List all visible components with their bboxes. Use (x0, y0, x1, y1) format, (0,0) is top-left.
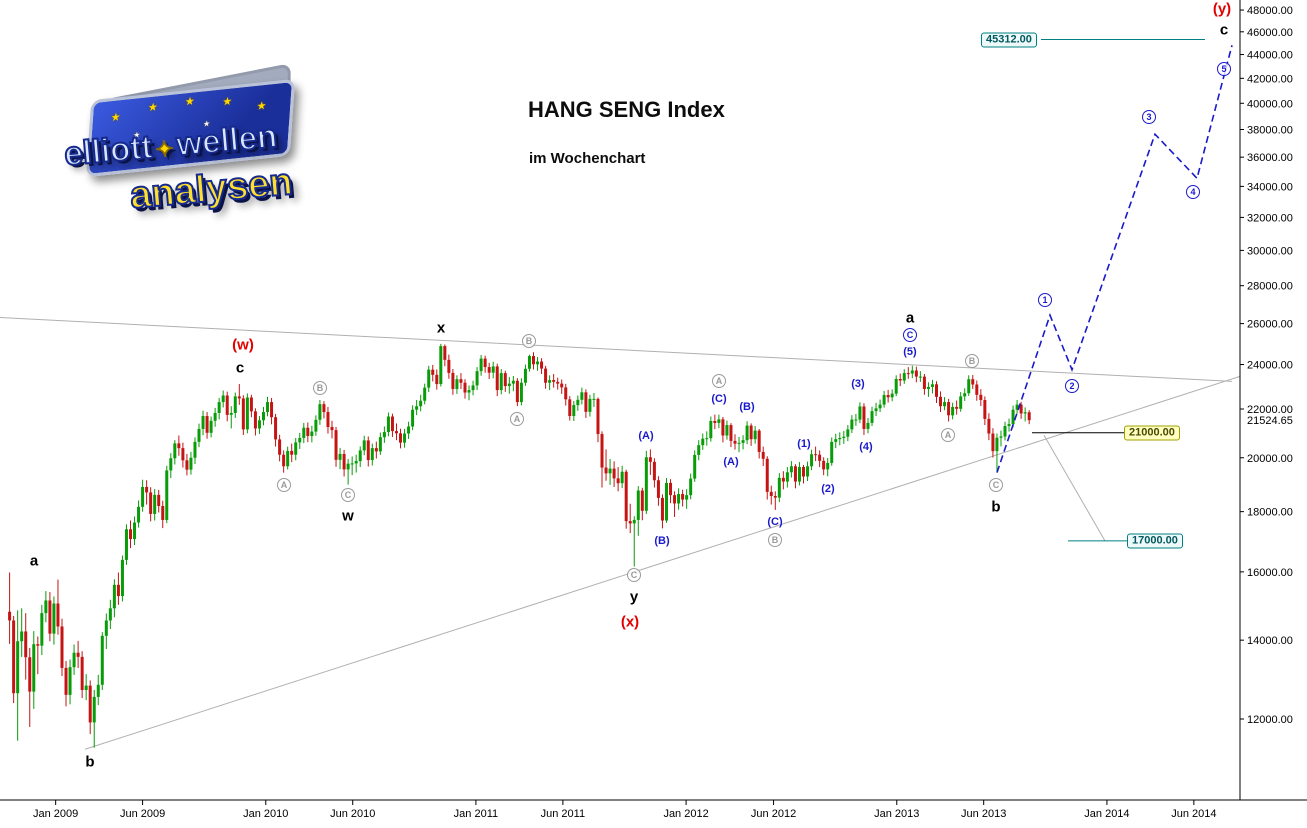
svg-text:Jun 2014: Jun 2014 (1171, 808, 1216, 820)
svg-text:34000.00: 34000.00 (1247, 181, 1293, 193)
svg-text:42000.00: 42000.00 (1247, 73, 1293, 85)
svg-text:12000.00: 12000.00 (1247, 714, 1293, 726)
svg-text:40000.00: 40000.00 (1247, 98, 1293, 110)
current-price-label: 21524.65 (1247, 415, 1293, 427)
star-icon: ★ (110, 111, 121, 125)
svg-text:Jan 2009: Jan 2009 (33, 808, 78, 820)
svg-text:22000.00: 22000.00 (1247, 404, 1293, 416)
svg-text:Jan 2014: Jan 2014 (1084, 808, 1129, 820)
chart-subtitle: im Wochenchart (529, 150, 646, 167)
price-level-box-21000[interactable]: 21000.00 (1124, 425, 1180, 441)
svg-text:18000.00: 18000.00 (1247, 507, 1293, 519)
trendlines[interactable] (0, 317, 1241, 750)
price-target-box-45312[interactable]: 45312.00 (981, 32, 1037, 47)
svg-text:32000.00: 32000.00 (1247, 212, 1293, 224)
price-level-lines[interactable] (1032, 39, 1205, 542)
logo: ★ ★ ★ ★ ★ ★ ★ elliott✦wellen analysen (58, 63, 358, 229)
price-level-box-17000[interactable]: 17000.00 (1127, 533, 1183, 549)
svg-text:44000.00: 44000.00 (1247, 50, 1293, 62)
svg-text:Jun 2012: Jun 2012 (751, 808, 796, 820)
x-axis[interactable]: Jan 2009 Jun 2009 Jan 2010 Jun 2010 Jan 2011… (33, 800, 1216, 820)
star-icon: ★ (147, 101, 159, 115)
candles-layer (8, 343, 1031, 748)
svg-text:36000.00: 36000.00 (1247, 152, 1293, 164)
star-icon: ★ (184, 95, 196, 109)
projection-path[interactable] (996, 45, 1233, 473)
star-icon: ★ (221, 95, 233, 109)
svg-text:Jun 2009: Jun 2009 (120, 808, 165, 820)
svg-text:Jan 2012: Jan 2012 (663, 808, 708, 820)
svg-text:Jan 2011: Jan 2011 (454, 808, 498, 820)
svg-text:48000.00: 48000.00 (1247, 5, 1293, 17)
svg-text:46000.00: 46000.00 (1247, 27, 1293, 39)
svg-text:30000.00: 30000.00 (1247, 245, 1293, 257)
svg-text:16000.00: 16000.00 (1247, 567, 1293, 579)
svg-text:Jun 2013: Jun 2013 (961, 808, 1006, 820)
svg-text:Jan 2010: Jan 2010 (243, 808, 288, 820)
chart-title: HANG SENG Index (528, 97, 725, 122)
logo-star-icon: ✦ (154, 135, 176, 163)
y-axis[interactable]: 48000.00 46000.00 44000.00 42000.00 40000.00… (1240, 5, 1293, 726)
svg-text:Jun 2011: Jun 2011 (541, 808, 585, 820)
logo-word2: wellen (174, 116, 280, 164)
svg-text:38000.00: 38000.00 (1247, 125, 1293, 137)
svg-text:14000.00: 14000.00 (1247, 635, 1293, 647)
svg-text:Jan 2013: Jan 2013 (874, 808, 919, 820)
svg-text:28000.00: 28000.00 (1247, 281, 1293, 293)
svg-text:Jun 2010: Jun 2010 (330, 808, 375, 820)
svg-text:24000.00: 24000.00 (1247, 360, 1293, 372)
svg-text:26000.00: 26000.00 (1247, 319, 1293, 331)
svg-text:20000.00: 20000.00 (1247, 453, 1293, 465)
star-icon: ★ (256, 99, 267, 114)
logo-word1: elliott (62, 127, 155, 174)
